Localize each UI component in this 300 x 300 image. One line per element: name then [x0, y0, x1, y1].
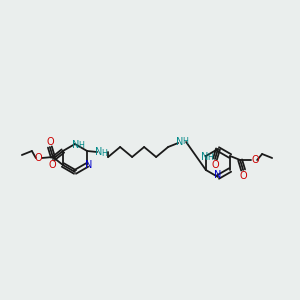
Text: N: N: [95, 147, 103, 157]
Text: O: O: [239, 171, 247, 181]
Text: O: O: [251, 155, 259, 165]
Text: N: N: [85, 160, 93, 170]
Text: N: N: [72, 140, 80, 150]
Text: O: O: [48, 160, 56, 170]
Text: H: H: [183, 137, 189, 146]
Text: H: H: [207, 154, 213, 163]
Text: H: H: [79, 140, 84, 149]
Text: O: O: [46, 137, 54, 147]
Text: H: H: [101, 148, 107, 158]
Text: N: N: [176, 137, 184, 147]
Text: N: N: [201, 152, 208, 162]
Text: O: O: [211, 160, 219, 170]
Text: O: O: [34, 153, 42, 163]
Text: N: N: [214, 170, 222, 180]
